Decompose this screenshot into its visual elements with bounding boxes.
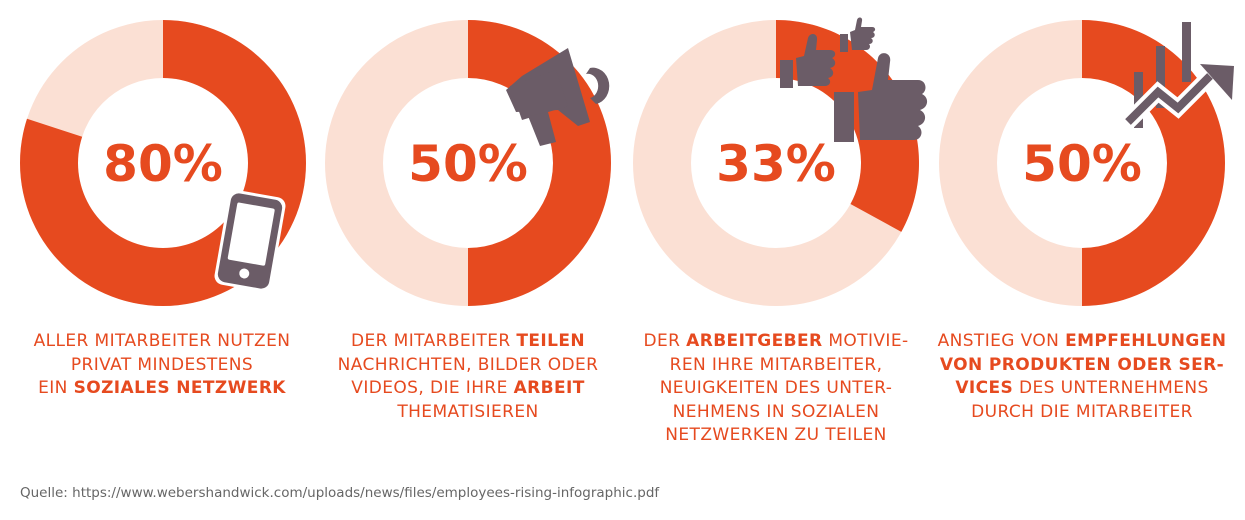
donut-3: 33% (633, 17, 928, 306)
caption-text: ANSTIEG VON (937, 331, 1066, 351)
caption-text: VIDEOS, DIE IHRE (351, 378, 514, 398)
caption-emphasis: ARBEIT (513, 378, 585, 398)
caption-text: DER (643, 331, 687, 351)
caption-text: ALLER MITARBEITER NUTZEN (33, 331, 291, 351)
caption-text: DER MITARBEITER (350, 331, 517, 351)
caption-text: PRIVAT MINDESTENS (70, 354, 254, 375)
percentage-label: 50% (408, 135, 528, 193)
caption-emphasis: SOZIALES NETZWERK (73, 378, 286, 398)
caption-line: VON PRODUKTEN ODER SER- (932, 354, 1232, 378)
caption-2: DER MITARBEITER TEILEN NACHRICHTEN, BILDE… (318, 330, 618, 424)
caption-1: ALLER MITARBEITER NUTZEN PRIVAT MINDESTEN… (12, 330, 312, 401)
caption-4: ANSTIEG VON EMPFEHLUNGEN VON PRODUKTEN OD… (932, 330, 1232, 424)
caption-text: EIN (38, 378, 74, 398)
caption-emphasis: TEILEN (516, 331, 585, 351)
caption-text: THEMATISIEREN (397, 401, 539, 422)
caption-line: NACHRICHTEN, BILDER ODER (318, 354, 618, 378)
caption-text: NETZWERKEN ZU TEILEN (665, 425, 887, 445)
caption-text: REN IHRE MITARBEITER, (669, 354, 883, 375)
donut-1: 80% (20, 20, 306, 306)
caption-line: NEHMENS IN SOZIALEN (626, 401, 926, 425)
caption-line: EIN SOZIALES NETZWERK (12, 377, 312, 401)
caption-line: DER ARBEITGEBER MOTIVIE- (626, 330, 926, 354)
growth-chart-icon (1122, 22, 1234, 128)
caption-line: DURCH DIE MITARBEITER (932, 401, 1232, 425)
donut-4: 50% (939, 20, 1234, 306)
caption-line: ANSTIEG VON EMPFEHLUNGEN (932, 330, 1232, 354)
percentage-label: 80% (103, 135, 223, 193)
caption-text: NEHMENS IN SOZIALEN (672, 401, 880, 422)
percentage-label: 33% (716, 135, 836, 193)
caption-line: PRIVAT MINDESTENS (12, 354, 312, 378)
caption-emphasis: VON PRODUKTEN ODER SER- (939, 354, 1225, 375)
caption-text: NEUIGKEITEN DES UNTER- (659, 378, 893, 398)
caption-text: NACHRICHTEN, BILDER ODER (337, 354, 599, 375)
percentage-label: 50% (1022, 135, 1142, 193)
caption-emphasis: ARBEITGEBER (686, 331, 823, 351)
caption-line: REN IHRE MITARBEITER, (626, 354, 926, 378)
caption-3: DER ARBEITGEBER MOTIVIE- REN IHRE MITARBE… (626, 330, 926, 448)
caption-line: DER MITARBEITER TEILEN (318, 330, 618, 354)
caption-line: THEMATISIEREN (318, 401, 618, 425)
megaphone-icon (506, 48, 610, 146)
caption-emphasis: EMPFEHLUNGEN (1065, 331, 1227, 351)
caption-emphasis: VICES (955, 378, 1014, 398)
caption-line: VIDEOS, DIE IHRE ARBEIT (318, 377, 618, 401)
donut-2: 50% (325, 20, 611, 306)
caption-text: MOTIVIE- (822, 331, 909, 351)
thumbs-up-icon (780, 17, 928, 142)
caption-text: DURCH DIE MITARBEITER (971, 401, 1193, 422)
caption-line: ALLER MITARBEITER NUTZEN (12, 330, 312, 354)
caption-line: NEUIGKEITEN DES UNTER- (626, 377, 926, 401)
caption-line: NETZWERKEN ZU TEILEN (626, 424, 926, 448)
source-note: Quelle: https://www.webershandwick.com/u… (20, 485, 660, 501)
smartphone-icon (214, 190, 286, 292)
caption-line: VICES DES UNTERNEHMENS (932, 377, 1232, 401)
caption-text: DES UNTERNEHMENS (1013, 378, 1209, 398)
